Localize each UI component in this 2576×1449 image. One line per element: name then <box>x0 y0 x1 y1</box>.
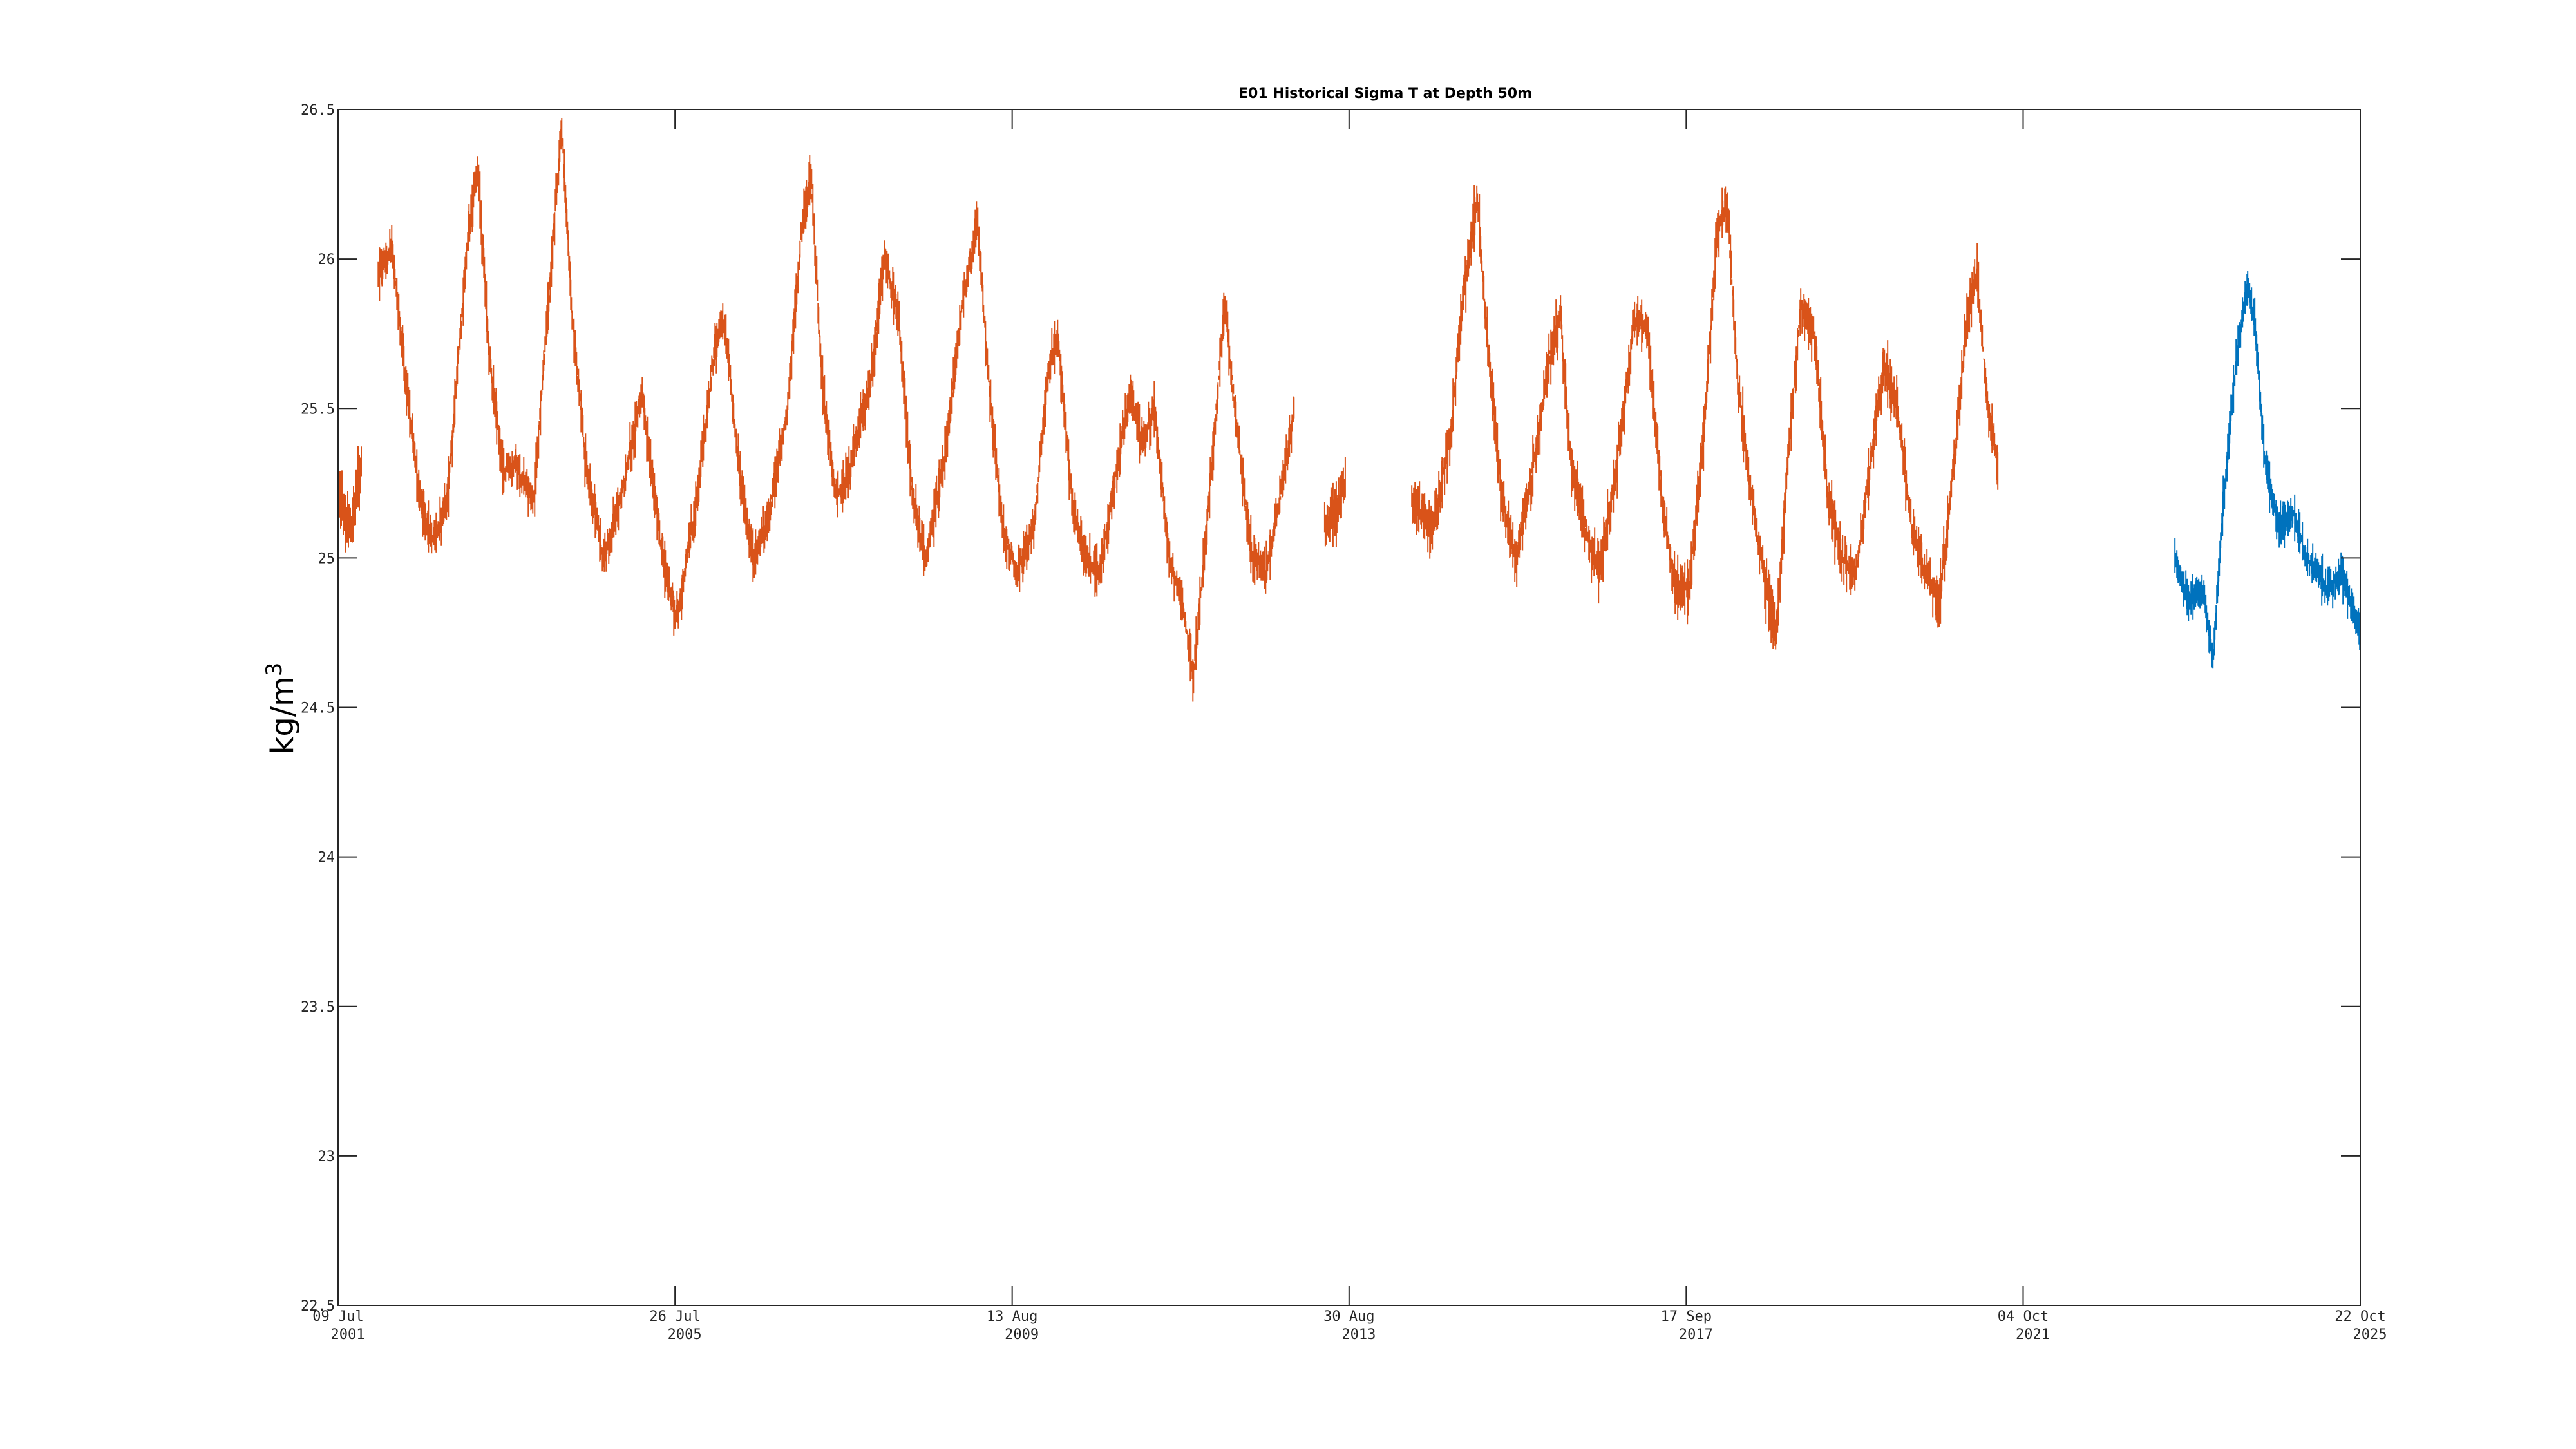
x-tick-label-year: 2013 <box>1341 1327 1376 1343</box>
x-tick-label-year: 2001 <box>331 1327 365 1343</box>
x-tick-label-year: 2017 <box>1679 1327 1713 1343</box>
x-tick-label-year: 2025 <box>2353 1327 2387 1343</box>
y-tick-label: 22.5 <box>301 1298 335 1314</box>
y-axis-ticks: 22.5 23 23.5 24 24.5 25 25.5 26 26.5 <box>301 102 2360 1314</box>
series-1-segment-2 <box>377 118 1295 702</box>
x-tick-label-date: 09 Jul <box>312 1309 363 1325</box>
x-tick-label-date: 17 Sep <box>1661 1309 1712 1325</box>
y-tick-label: 26 <box>318 252 336 268</box>
series-2-segment-1 <box>2174 271 2361 669</box>
series-1-segment-3 <box>1323 457 1346 547</box>
x-axis-ticks: 09 Jul 2001 26 Jul 2005 13 Aug 2009 30 Aug 2013… <box>312 109 2387 1343</box>
y-tick-label: 23.5 <box>301 999 335 1016</box>
x-tick-label-date: 22 Oct <box>2334 1309 2385 1325</box>
x-tick-label-date: 26 Jul <box>649 1309 700 1325</box>
chart-title: E01 Historical Sigma T at Depth 50m <box>1238 86 1532 102</box>
x-tick-label-year: 2021 <box>2016 1327 2050 1343</box>
x-tick-label-date: 13 Aug <box>987 1309 1037 1325</box>
y-tick-label: 25 <box>318 551 336 567</box>
plot-lines <box>337 118 2361 702</box>
y-tick-label: 26.5 <box>301 102 335 118</box>
y-axis-label: kg/m3 <box>261 663 301 755</box>
x-tick-label-date: 30 Aug <box>1323 1309 1374 1325</box>
y-axis-label-text: kg/m <box>265 676 301 754</box>
y-tick-label: 25.5 <box>301 401 335 417</box>
y-tick-label: 24 <box>318 850 336 866</box>
y-axis-label-superscript: 3 <box>261 663 287 677</box>
y-tick-label: 23 <box>318 1149 336 1165</box>
x-tick-label-year: 2005 <box>668 1327 702 1343</box>
series-1-segment-4 <box>1411 185 1999 650</box>
x-tick-label-date: 04 Oct <box>1998 1309 2049 1325</box>
y-tick-label: 24.5 <box>301 701 335 717</box>
x-tick-label-year: 2009 <box>1005 1327 1039 1343</box>
